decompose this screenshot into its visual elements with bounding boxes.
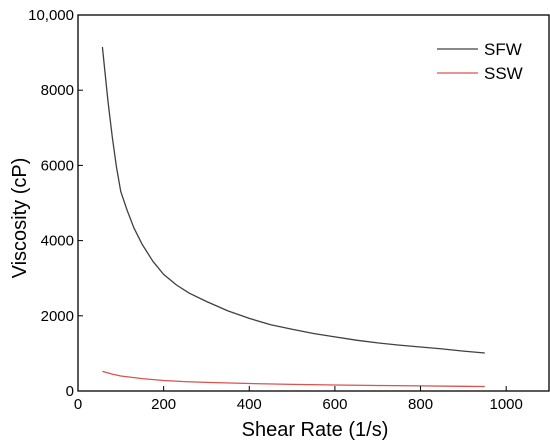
y-tick-label: 6000 bbox=[41, 157, 74, 174]
legend-label-ssw: SSW bbox=[484, 64, 523, 83]
y-axis-ticks: 0 2000 4000 6000 8000 10,000 bbox=[28, 7, 83, 400]
x-axis-ticks: 0 200 400 600 800 1000 bbox=[74, 386, 523, 413]
x-tick-label: 800 bbox=[408, 396, 433, 413]
y-tick-label: 2000 bbox=[41, 308, 74, 325]
legend-label-sfw: SFW bbox=[484, 40, 522, 59]
x-tick-label: 400 bbox=[237, 396, 262, 413]
x-tick-label: 600 bbox=[322, 396, 347, 413]
series-line-ssw bbox=[102, 370, 485, 388]
x-tick-label: 200 bbox=[151, 396, 176, 413]
y-tick-label: 0 bbox=[66, 383, 74, 400]
y-tick-label: 10,000 bbox=[28, 7, 74, 24]
x-tick-label: 0 bbox=[74, 396, 82, 413]
plot-frame bbox=[77, 14, 550, 392]
legend: SFW SSW bbox=[437, 40, 523, 83]
x-tick-label: 1000 bbox=[489, 396, 522, 413]
y-tick-label: 4000 bbox=[41, 233, 74, 250]
y-axis-title: Viscosity (cP) bbox=[9, 158, 31, 279]
plot-area bbox=[77, 14, 550, 392]
x-axis-title: Shear Rate (1/s) bbox=[242, 419, 389, 441]
series-line-sfw bbox=[101, 46, 485, 354]
y-tick-label: 8000 bbox=[41, 82, 74, 99]
